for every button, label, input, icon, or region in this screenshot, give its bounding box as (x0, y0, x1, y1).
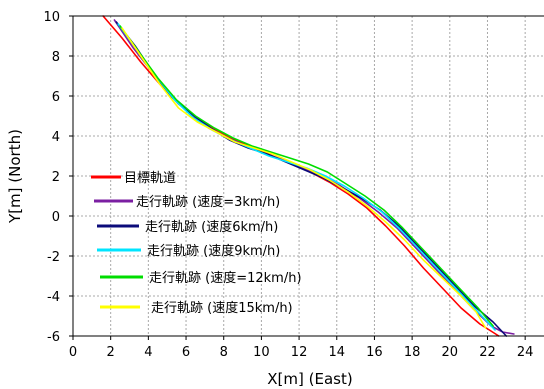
legend-label-0: 目標軌道 (124, 170, 176, 186)
axes (69, 15, 544, 340)
series-line-5 (121, 27, 487, 329)
legend-label-3: 走行軌跡 (速度9km/h) (147, 243, 280, 259)
x-tick-label: 4 (144, 345, 152, 360)
y-axis-title: Y[m] (North) (6, 129, 24, 224)
legend-label-5: 走行軌跡 (速度15km/h) (151, 300, 293, 316)
x-tick-label: 2 (107, 345, 115, 360)
x-tick-label: 6 (182, 345, 190, 360)
legend-label-2: 走行軌跡 (速度6km/h) (145, 219, 278, 235)
y-tick-label: -2 (47, 250, 60, 265)
y-tick-label: 8 (52, 50, 60, 65)
x-tick-label: 0 (69, 345, 77, 360)
x-tick-label: 24 (517, 345, 534, 360)
y-tick-label: 10 (43, 10, 60, 25)
y-tick-label: -4 (47, 290, 60, 305)
legend-label-4: 走行軌跡 (速度=12km/h) (149, 270, 302, 286)
y-tick-label: 6 (52, 90, 60, 105)
y-tick-labels: 10 8 6 4 2 0 -2 -4 -6 (43, 10, 60, 345)
x-tick-label: 14 (328, 345, 345, 360)
x-tick-labels: 0 2 4 6 8 10 12 14 16 18 20 22 24 (69, 345, 534, 360)
series-line-4 (119, 25, 494, 327)
x-axis-title: X[m] (East) (267, 370, 352, 388)
x-tick-label: 18 (404, 345, 421, 360)
x-tick-label: 8 (220, 345, 228, 360)
y-tick-label: -6 (47, 330, 60, 345)
x-tick-label: 16 (366, 345, 383, 360)
y-tick-label: 0 (52, 210, 60, 225)
series-line-2 (115, 21, 508, 337)
x-tick-label: 22 (479, 345, 496, 360)
legend-label-1: 走行軌跡 (速度=3km/h) (136, 194, 280, 210)
x-tick-label: 10 (253, 345, 270, 360)
series-lines (102, 15, 515, 337)
x-tick-label: 20 (442, 345, 459, 360)
x-tick-label: 12 (291, 345, 308, 360)
y-tick-label: 4 (52, 130, 60, 145)
y-tick-label: 2 (52, 170, 60, 185)
